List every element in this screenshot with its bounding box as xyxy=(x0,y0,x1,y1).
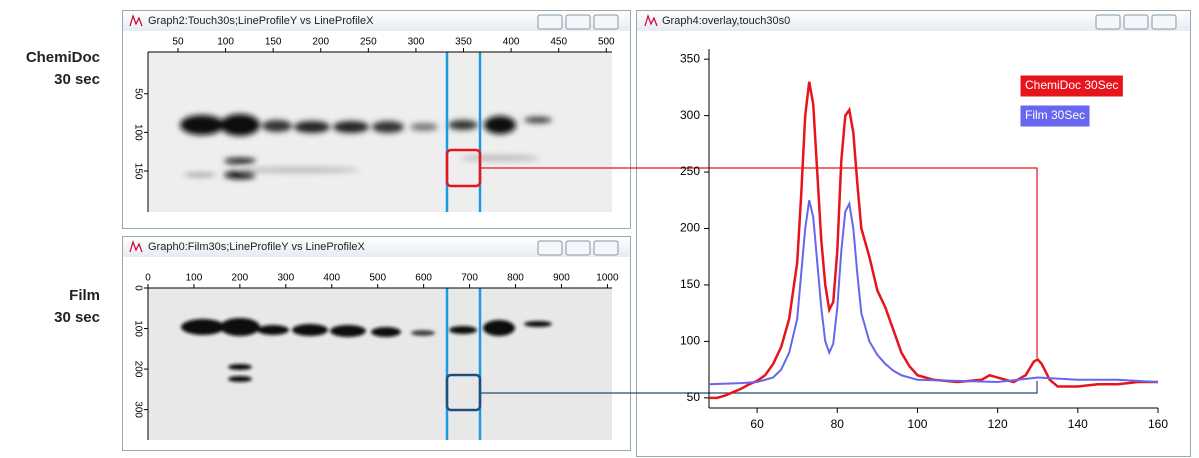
x-tick-label: 500 xyxy=(598,37,615,48)
y-tick-label: 150 xyxy=(680,277,700,291)
x-tick-label: 60 xyxy=(750,417,764,431)
legend-box[interactable] xyxy=(1019,104,1091,128)
y-tick-label: 200 xyxy=(680,221,700,235)
y-tick-label: 100 xyxy=(680,334,700,348)
side-label: ChemiDoc xyxy=(26,49,100,66)
x-tick-label: 700 xyxy=(461,273,478,284)
x-tick-label: 100 xyxy=(217,37,234,48)
x-tick-label: 400 xyxy=(503,37,520,48)
x-tick-label: 200 xyxy=(312,37,329,48)
x-tick-label: 50 xyxy=(172,37,184,48)
x-tick-label: 450 xyxy=(550,37,567,48)
legend-entry: Film 30Sec xyxy=(1025,108,1085,122)
gel-image xyxy=(148,52,612,440)
x-tick-label: 300 xyxy=(408,37,425,48)
x-tick-label: 350 xyxy=(455,37,472,48)
x-tick-label: 500 xyxy=(369,273,386,284)
x-tick-label: 400 xyxy=(323,273,340,284)
y-tick-label: 100 xyxy=(132,320,143,337)
window-title: Graph2:Touch30s;LineProfileY vs LineProf… xyxy=(148,15,374,27)
x-tick-label: 900 xyxy=(553,273,570,284)
legend-entry: ChemiDoc 30Sec xyxy=(1025,78,1118,92)
y-tick-label: 200 xyxy=(132,361,143,378)
y-tick-label: 150 xyxy=(132,163,143,180)
x-tick-label: 150 xyxy=(265,37,282,48)
side-label: 30 sec xyxy=(54,309,100,326)
y-tick-label: 0 xyxy=(132,285,143,291)
x-tick-label: 800 xyxy=(507,273,524,284)
y-tick-label: 250 xyxy=(680,164,700,178)
x-tick-label: 250 xyxy=(360,37,377,48)
x-tick-label: 100 xyxy=(907,417,927,431)
x-tick-label: 300 xyxy=(277,273,294,284)
legend-box[interactable] xyxy=(1019,74,1124,98)
connectors xyxy=(445,148,1038,412)
window-frames xyxy=(122,10,1191,457)
x-tick-label: 120 xyxy=(988,417,1008,431)
side-label: Film xyxy=(69,287,100,304)
data-line xyxy=(709,81,1158,400)
x-tick-label: 160 xyxy=(1148,417,1168,431)
x-tick-label: 140 xyxy=(1068,417,1088,431)
data-line xyxy=(708,200,1159,386)
x-tick-label: 80 xyxy=(831,417,845,431)
window-buttons[interactable] xyxy=(537,14,1177,256)
x-tick-label: 100 xyxy=(186,273,203,284)
y-tick-label: 300 xyxy=(132,401,143,418)
y-tick-label: 50 xyxy=(132,88,143,100)
y-tick-label: 50 xyxy=(687,390,701,404)
y-tick-label: 350 xyxy=(680,51,700,65)
y-tick-label: 300 xyxy=(680,108,700,122)
x-tick-label: 0 xyxy=(145,273,151,284)
window-title: Graph0:Film30s;LineProfileY vs LineProfi… xyxy=(148,241,366,253)
x-tick-label: 200 xyxy=(232,273,249,284)
x-tick-label: 600 xyxy=(415,273,432,284)
y-tick-label: 100 xyxy=(132,124,143,141)
window-icons xyxy=(129,14,658,253)
x-tick-label: 1000 xyxy=(596,273,619,284)
side-label: 30 sec xyxy=(54,71,100,88)
window-title: Graph4:overlay,touch30s0 xyxy=(662,15,790,27)
